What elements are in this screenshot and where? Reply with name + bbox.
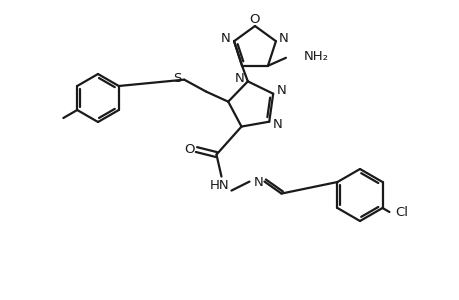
Text: S: S xyxy=(173,72,181,85)
Text: HN: HN xyxy=(209,179,229,192)
Text: Cl: Cl xyxy=(394,206,407,218)
Text: O: O xyxy=(184,143,194,156)
Text: O: O xyxy=(249,13,260,26)
Text: N: N xyxy=(276,84,285,97)
Text: N: N xyxy=(279,32,288,45)
Text: N: N xyxy=(253,176,263,189)
Text: N: N xyxy=(272,118,281,131)
Text: N: N xyxy=(235,72,244,85)
Text: N: N xyxy=(221,32,230,45)
Text: NH₂: NH₂ xyxy=(303,50,328,63)
